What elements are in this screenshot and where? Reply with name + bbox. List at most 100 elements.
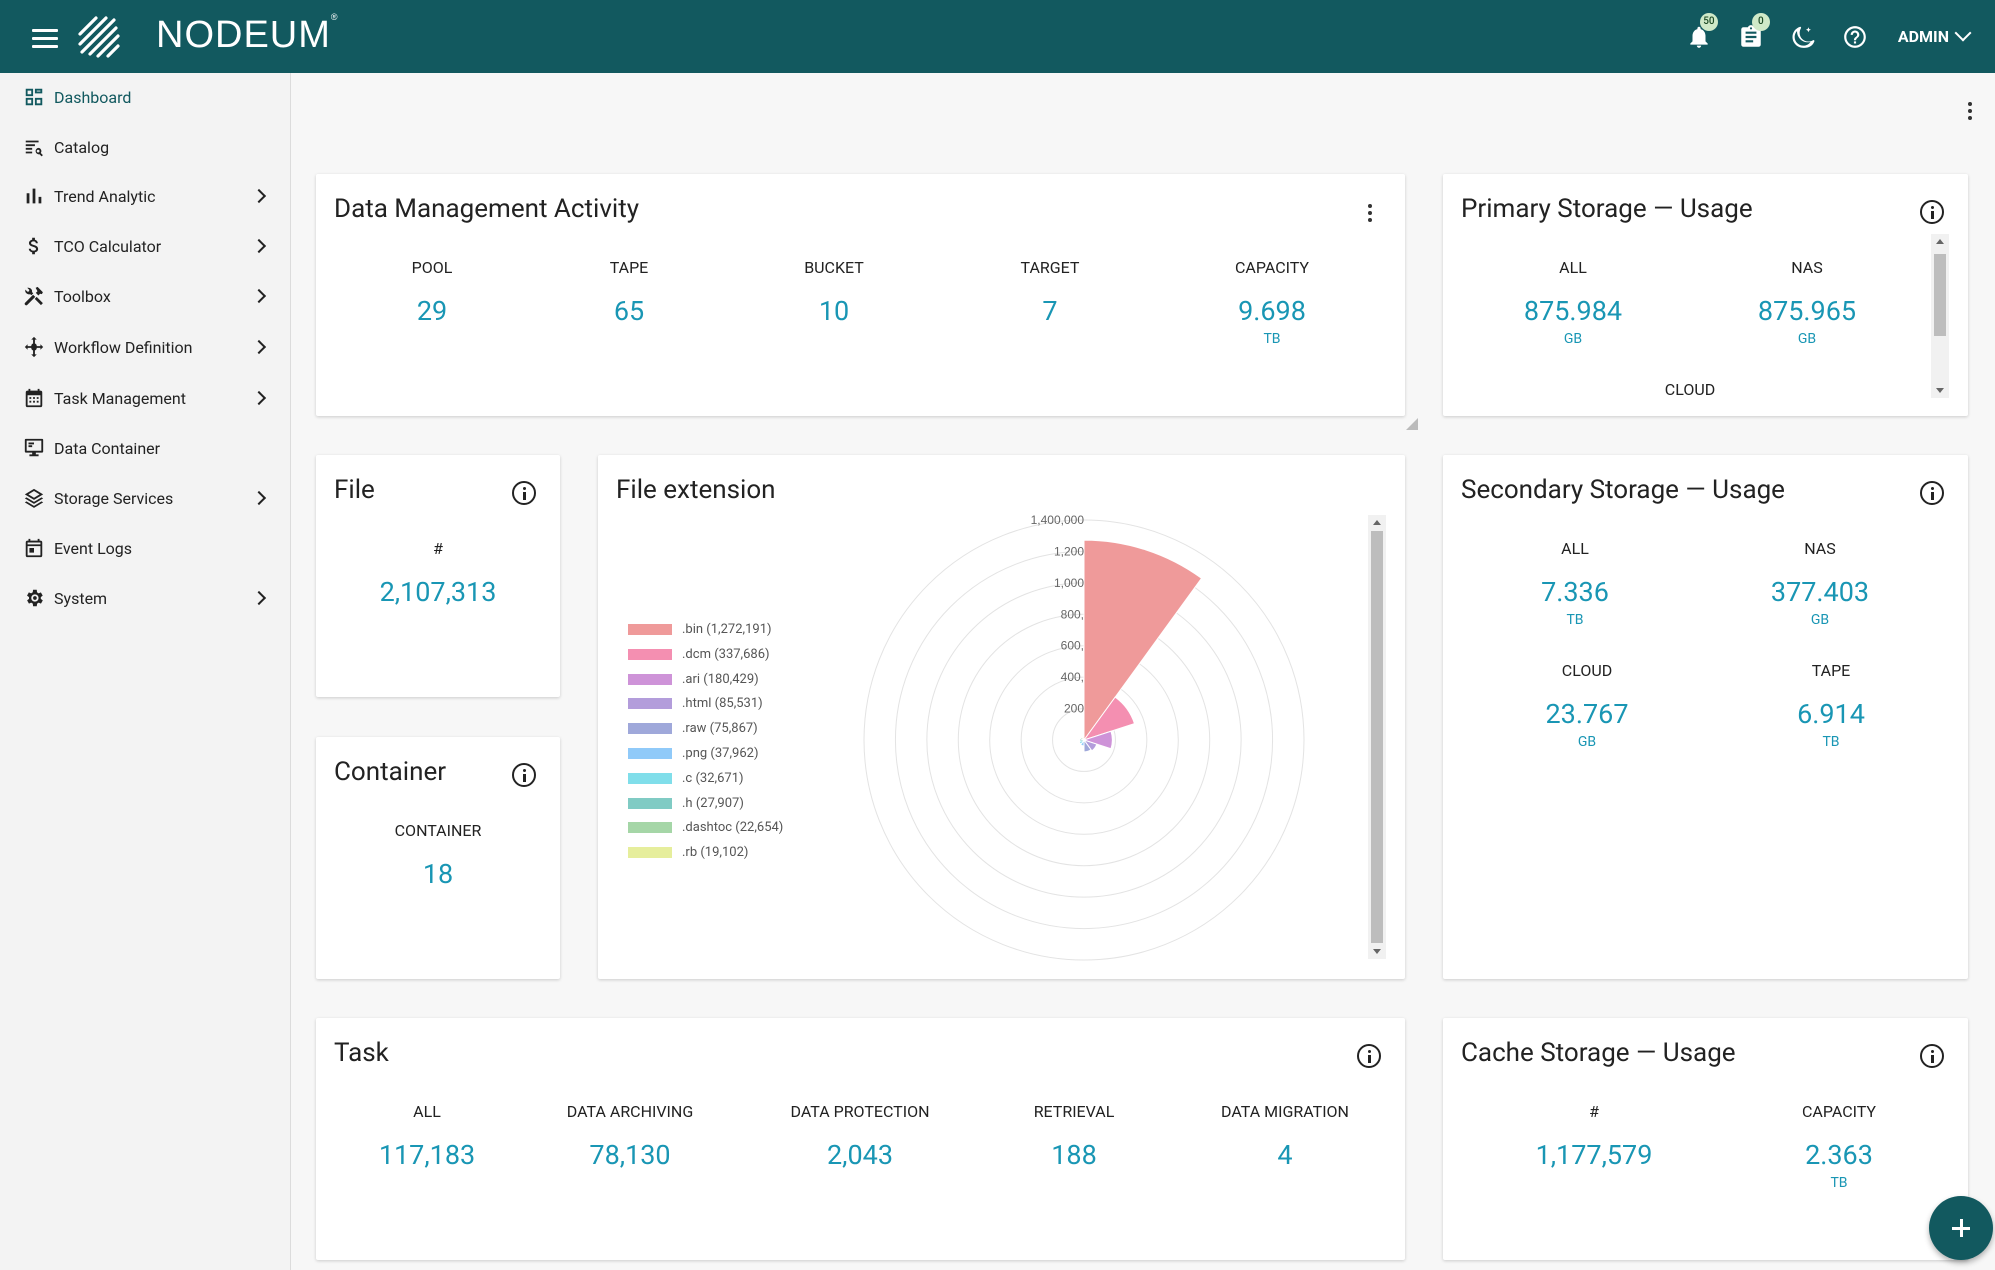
sidebar-item-workflow-definition[interactable]: Workflow Definition [0, 327, 291, 367]
legend-item[interactable]: .ari (180,429) [628, 672, 759, 687]
stat-file-count: # 2,107,313 [338, 539, 538, 608]
stat-pool: POOL 29 [372, 258, 492, 327]
chart-segment-html[interactable] [1082, 739, 1098, 752]
info-icon[interactable] [512, 481, 536, 505]
primary-storage-card: Primary Storage — Usage ALL 875.984 GB N… [1443, 174, 1968, 416]
legend-item[interactable]: .bin (1,272,191) [628, 622, 772, 637]
chart-segment-ari[interactable] [1082, 730, 1113, 750]
hamburger-menu-icon[interactable] [30, 24, 60, 50]
sidebar-item-dashboard[interactable]: Dashboard [0, 77, 291, 117]
card-scrollbar[interactable] [1368, 515, 1386, 959]
chart-segment-c[interactable] [1078, 739, 1086, 745]
scroll-down-icon[interactable] [1936, 388, 1944, 393]
stat-unit: TB [1830, 1175, 1848, 1191]
sidebar-item-label: Catalog [54, 137, 110, 157]
stat-cache-count: # 1,177,579 [1514, 1102, 1674, 1171]
sidebar-item-event-logs[interactable]: Event Logs [0, 528, 291, 568]
stat-value: 2,043 [826, 1139, 893, 1171]
chart-segment-rb[interactable] [1081, 736, 1085, 742]
legend-label: .dcm (337,686) [682, 646, 770, 662]
sidebar-item-label: TCO Calculator [54, 236, 162, 256]
add-fab-button[interactable] [1929, 1196, 1993, 1260]
radial-tick-label: 200 [1064, 702, 1084, 716]
stat-value: 7.336 [1541, 576, 1609, 608]
stat-value: 65 [613, 295, 645, 327]
chevron-down-icon [1954, 24, 1972, 41]
stat-all: ALL 7.336 TB [1500, 539, 1650, 628]
secondary-storage-card: Secondary Storage — Usage ALL 7.336 TB N… [1443, 455, 1968, 979]
legend-item[interactable]: .h (27,907) [628, 796, 744, 811]
card-title: Cache Storage — Usage [1461, 1038, 1736, 1068]
stat-label: CAPACITY [1801, 1102, 1877, 1121]
stat-unit: GB [1810, 612, 1830, 628]
chevron-right-icon [251, 188, 267, 204]
stat-label: ALL [1561, 539, 1589, 558]
grid-ring [863, 519, 1305, 961]
stat-value: 188 [1051, 1139, 1097, 1171]
dark-mode-moon-icon[interactable] [1790, 24, 1816, 50]
stat-value: 9.698 [1238, 295, 1306, 327]
task-card: Task ALL 117,183 DATA ARCHIVING 78,130 D… [316, 1018, 1405, 1260]
card-scrollbar[interactable] [1931, 234, 1949, 398]
sidebar-item-catalog[interactable]: Catalog [0, 127, 291, 167]
notifications-bell-icon[interactable]: 50 [1686, 12, 1718, 50]
info-icon[interactable] [512, 763, 536, 787]
scroll-up-icon[interactable] [1936, 239, 1944, 244]
sidebar-item-label: Data Container [54, 438, 161, 458]
sidebar-item-toolbox[interactable]: Toolbox [0, 276, 291, 316]
legend-item[interactable]: .c (32,671) [628, 771, 744, 786]
workflow-icon [23, 336, 45, 358]
file-card: File # 2,107,313 [316, 455, 560, 697]
sidebar-item-system[interactable]: System [0, 578, 291, 618]
legend-item[interactable]: .raw (75,867) [628, 721, 758, 736]
scroll-thumb[interactable] [1934, 254, 1946, 336]
sidebar-item-storage-services[interactable]: Storage Services [0, 478, 291, 518]
legend-swatch [628, 847, 672, 859]
sidebar-item-label: Trend Analytic [54, 186, 156, 206]
resize-handle-icon[interactable] [1406, 418, 1418, 430]
legend-label: .bin (1,272,191) [682, 622, 772, 637]
info-icon[interactable] [1357, 1044, 1381, 1068]
gear-icon [23, 587, 45, 609]
legend-item[interactable]: .dcm (337,686) [628, 647, 770, 662]
user-menu[interactable]: ADMIN [1898, 24, 1972, 46]
legend-label: .png (37,962) [682, 746, 759, 761]
legend-item[interactable]: .rb (19,102) [628, 845, 748, 860]
stat-label: NAS [1791, 258, 1823, 277]
scroll-up-icon[interactable] [1373, 520, 1381, 525]
stat-unit: TB [1566, 612, 1584, 628]
stat-nas: NAS 875.965 GB [1732, 258, 1882, 347]
info-icon[interactable] [1920, 200, 1944, 224]
stat-label: RETRIEVAL [1033, 1102, 1115, 1121]
chevron-right-icon [251, 590, 267, 606]
sidebar-item-data-container[interactable]: Data Container [0, 428, 291, 468]
legend-item[interactable]: .png (37,962) [628, 746, 759, 761]
notifications-badge: 50 [1699, 12, 1718, 31]
chart-segment-bin[interactable] [1083, 539, 1203, 742]
stat-tape: TAPE 65 [569, 258, 689, 327]
legend-label: .raw (75,867) [682, 721, 758, 737]
scroll-thumb[interactable] [1371, 531, 1383, 943]
chart-segment-raw[interactable] [1083, 738, 1092, 753]
radial-tick-label: 1,000 [1054, 576, 1084, 590]
legend-item[interactable]: .dashtoc (22,654) [628, 820, 783, 835]
card-more-options-icon[interactable] [1366, 202, 1374, 224]
legend-item[interactable]: .html (85,531) [628, 696, 763, 711]
stat-retrieval: RETRIEVAL 188 [994, 1102, 1154, 1171]
stat-value: 377.403 [1770, 576, 1870, 608]
page-more-options-icon[interactable] [1966, 100, 1974, 122]
help-question-icon[interactable] [1842, 24, 1868, 50]
sidebar-item-trend-analytic[interactable]: Trend Analytic [0, 176, 291, 216]
radial-tick-label: 1,200 [1054, 544, 1084, 558]
info-icon[interactable] [1920, 481, 1944, 505]
scroll-down-icon[interactable] [1373, 949, 1381, 954]
stat-unit: GB [1797, 331, 1817, 347]
sidebar-item-tco-calculator[interactable]: TCO Calculator [0, 226, 291, 266]
stat-label: CLOUD [1561, 661, 1613, 680]
tasks-clipboard-icon[interactable]: 0 [1738, 12, 1770, 50]
sidebar-item-task-management[interactable]: Task Management [0, 378, 291, 418]
info-icon[interactable] [1920, 1044, 1944, 1068]
stat-label: TARGET [1020, 258, 1080, 277]
stat-label: POOL [411, 258, 453, 277]
chart-segment-dcm[interactable] [1082, 696, 1136, 741]
